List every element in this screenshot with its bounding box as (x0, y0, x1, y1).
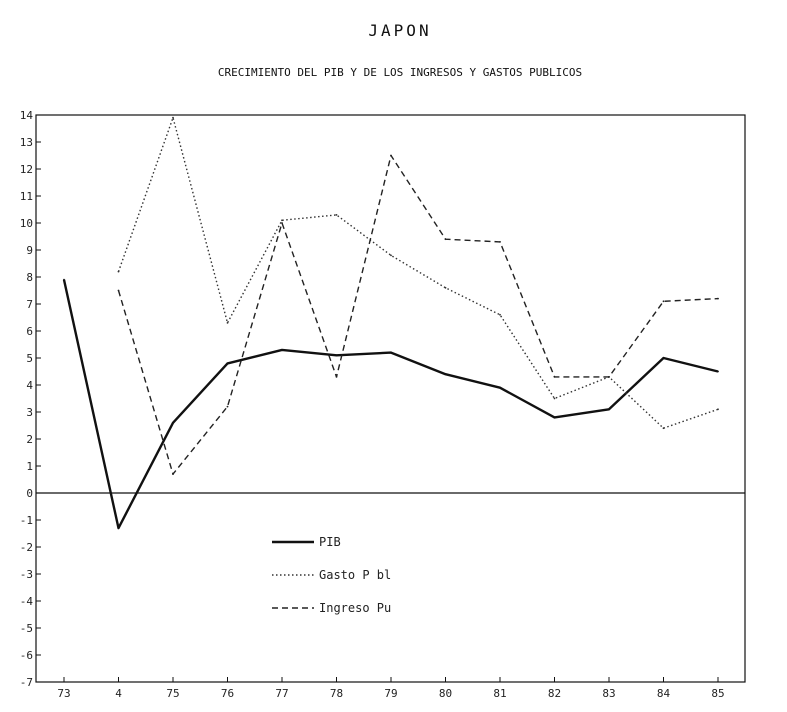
data-point (662, 357, 665, 359)
plot-frame (35, 114, 746, 683)
y-tick-label: 8 (26, 271, 33, 284)
data-point (172, 421, 174, 424)
series-layer (62, 116, 719, 530)
data-point (499, 241, 501, 243)
x-tick-label: 78 (330, 687, 343, 700)
series-line-2 (117, 154, 719, 475)
y-tick-label: 5 (26, 352, 33, 365)
data-point (281, 222, 283, 224)
data-point (444, 373, 447, 376)
y-tick-label: 0 (26, 487, 33, 500)
data-point (444, 286, 447, 289)
x-tick-label: 82 (548, 687, 561, 700)
data-point (608, 408, 610, 411)
series-line-0 (62, 279, 719, 530)
y-tick-label: 3 (26, 406, 33, 419)
data-point (226, 405, 229, 408)
y-tick-label: 6 (26, 325, 33, 338)
x-tick-label: 83 (602, 687, 615, 700)
data-point (662, 300, 665, 303)
x-tick-label: 73 (57, 687, 70, 700)
y-tick-label: 1 (26, 460, 33, 473)
chart-subtitle: CRECIMIENTO DEL PIB Y DE LOS INGRESOS Y … (218, 66, 582, 79)
y-tick-label: -2 (20, 541, 33, 554)
legend: PIB Gasto P bl Ingreso Pu (272, 535, 391, 615)
x-tick-label: 80 (439, 687, 452, 700)
x-tick-label: 76 (221, 687, 234, 700)
data-point (335, 214, 338, 216)
data-point (117, 270, 120, 273)
legend-label: Ingreso Pu (319, 601, 391, 615)
y-tick-label: 13 (20, 136, 33, 149)
y-tick-label: -1 (20, 514, 33, 527)
data-point (499, 313, 501, 316)
data-point (499, 386, 501, 389)
legend-label: PIB (319, 535, 341, 549)
x-axis: 73 4 75 76 77 78 79 80 81 82 83 84 85 (57, 677, 725, 700)
legend-label: Gasto P bl (319, 568, 391, 582)
data-point (226, 362, 229, 365)
y-tick-label: -7 (20, 676, 33, 689)
x-tick-label: 77 (275, 687, 288, 700)
data-point (717, 370, 719, 373)
y-tick-label: 9 (26, 244, 33, 257)
y-tick-label: -3 (20, 568, 33, 581)
data-point (717, 408, 719, 411)
x-tick-label: 85 (711, 687, 724, 700)
x-tick-label: 84 (657, 687, 671, 700)
x-tick-label: 75 (166, 687, 179, 700)
data-point (117, 527, 120, 529)
y-tick-label: -5 (20, 622, 33, 635)
data-point (335, 354, 338, 357)
series-line-1 (117, 116, 719, 429)
data-point (172, 473, 174, 475)
y-tick-label: -6 (20, 649, 33, 662)
data-point (226, 322, 229, 324)
chart-title: JAPON (368, 21, 431, 40)
data-point (281, 219, 283, 222)
y-tick-label: 14 (20, 109, 34, 122)
data-point (172, 116, 174, 119)
y-tick-label: 7 (26, 298, 33, 311)
data-point (390, 154, 392, 157)
y-tick-label: 2 (26, 433, 33, 446)
data-point (390, 351, 392, 354)
y-tick-label: -4 (20, 595, 34, 608)
data-point (662, 427, 665, 430)
data-point (281, 349, 283, 351)
data-point (553, 416, 556, 419)
y-tick-label: 4 (26, 379, 33, 392)
y-tick-label: 12 (20, 163, 33, 176)
data-point (553, 376, 556, 378)
data-point (117, 289, 120, 292)
data-point (553, 397, 556, 400)
data-point (717, 297, 719, 300)
y-tick-label: 10 (20, 217, 33, 230)
x-tick-label: 81 (493, 687, 506, 700)
x-tick-label: 79 (384, 687, 397, 700)
data-point (608, 376, 610, 378)
data-point (335, 376, 338, 378)
y-tick-label: 11 (20, 190, 33, 203)
data-point (63, 278, 65, 281)
x-tick-label: 4 (115, 687, 122, 700)
data-point (444, 238, 447, 241)
data-point (390, 254, 392, 257)
